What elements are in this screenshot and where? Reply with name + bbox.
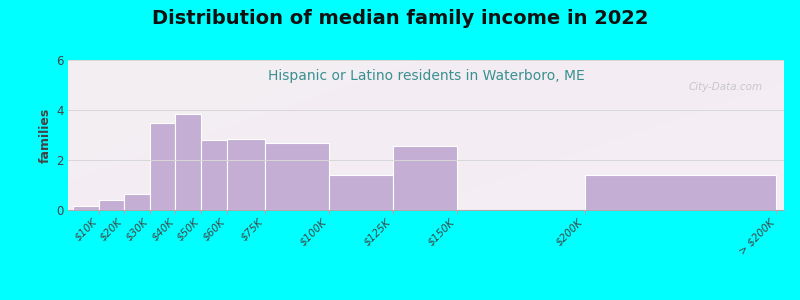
Bar [393,146,457,210]
Bar [124,194,150,210]
Bar [201,140,226,210]
Text: Hispanic or Latino residents in Waterboro, ME: Hispanic or Latino residents in Waterbor… [268,69,584,83]
Bar [175,114,201,210]
Text: City-Data.com: City-Data.com [688,82,762,92]
Bar [585,175,776,210]
Bar [73,206,98,210]
Bar [265,142,329,210]
Text: Distribution of median family income in 2022: Distribution of median family income in … [152,9,648,28]
Y-axis label: families: families [39,107,52,163]
Bar [150,122,175,210]
Bar [98,200,124,210]
Bar [329,175,393,210]
Bar [226,139,265,210]
